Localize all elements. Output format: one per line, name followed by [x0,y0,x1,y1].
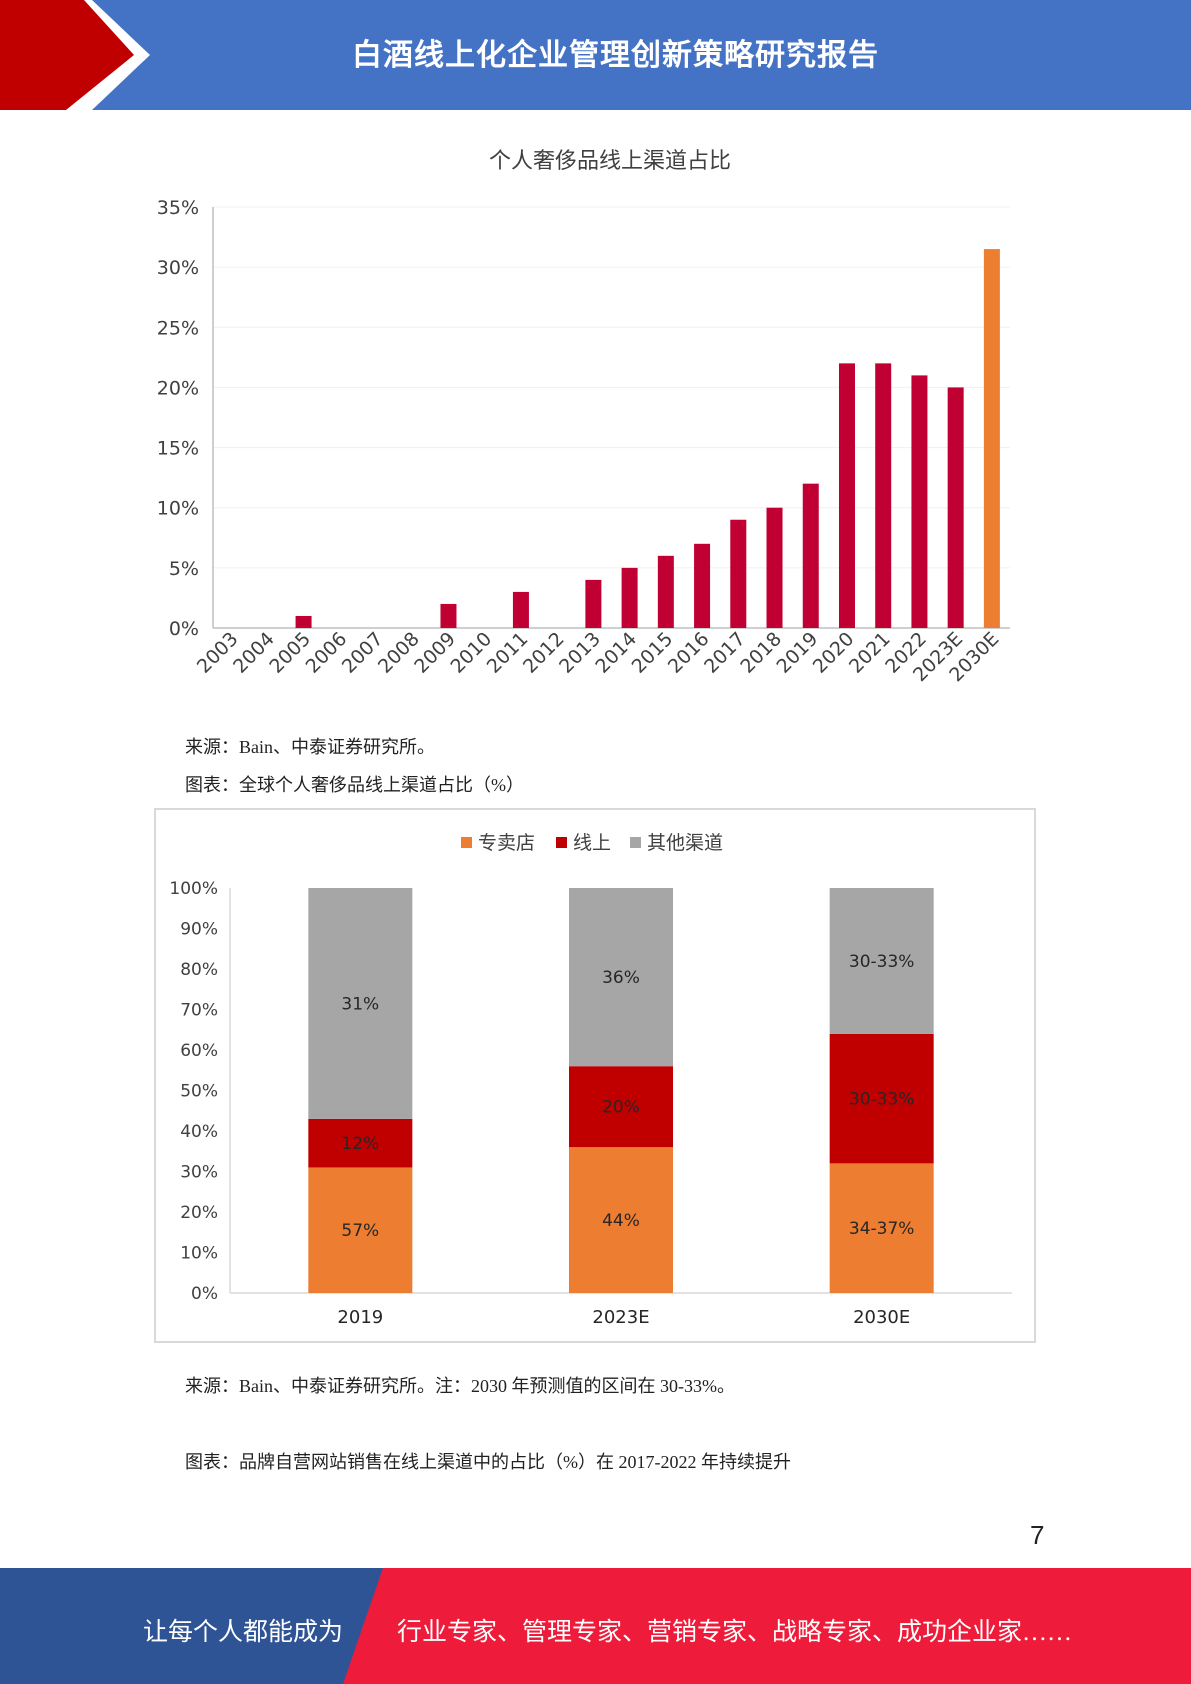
x-tick-label: 2017 [700,628,750,678]
x-tick-label: 2004 [229,628,279,678]
y-tick-label: 100% [169,879,218,899]
data-label: 12% [341,1134,379,1154]
y-tick-label: 10% [180,1244,218,1264]
data-label: 34-37% [849,1219,915,1239]
bar-2013 [585,579,602,628]
x-tick-label: 2014 [591,628,641,678]
y-tick-label: 50% [180,1082,218,1102]
x-tick-label: 2013 [555,628,605,678]
bar-2018 [766,507,783,628]
x-tick-label: 2006 [302,628,352,678]
x-tick-label: 2019 [773,628,823,678]
data-label: 36% [602,968,640,988]
x-tick-label: 2005 [265,628,315,678]
y-tick-label: 90% [180,920,218,940]
legend-label: 其他渠道 [647,832,723,854]
y-tick-label: 10% [157,498,199,520]
stack-专卖店-2023E [569,1147,673,1293]
bar-2020 [838,363,855,628]
x-tick-label: 2003 [193,628,243,678]
x-tick-label: 2012 [519,628,569,678]
header-arrow-graphic [0,0,150,110]
x-tick-label: 2016 [664,628,714,678]
legend-label: 专卖店 [478,832,535,854]
y-tick-label: 20% [180,1203,218,1223]
legend-swatch-线上 [556,837,567,848]
page-number: 7 [1030,1520,1045,1550]
x-tick-label: 2020 [809,628,859,678]
y-tick-label: 35% [157,197,199,219]
bar-2022 [911,375,928,628]
source-caption-1: 来源：Bain、中泰证券研究所。 [185,737,435,757]
data-label: 20% [602,1098,640,1118]
channel-mix-stacked-chart: 专卖店 线上 其他渠道 0% 10% 20% 30% 40% 50% 60% 70% 80% 90% 10… [169,832,1012,1328]
online-share-bar-chart: 个人奢侈品线上渠道占比0%5%10%15%20%25%30%35%2003200… [157,149,1010,686]
y-tick-label: 70% [180,1001,218,1021]
x-tick-label: 2030E [853,1307,910,1328]
stack-其他渠道-2023E [569,888,673,1067]
data-label: 30-33% [849,1090,915,1110]
y-tick-label: 30% [180,1163,218,1183]
bar-2021 [875,363,892,628]
y-tick-label: 80% [180,960,218,980]
bar-2005 [295,615,312,628]
bar-2023E [947,387,964,628]
y-tick-label: 40% [180,1122,218,1142]
data-label: 31% [341,994,379,1014]
figure-caption-2: 图表：全球个人奢侈品线上渠道占比（%） [185,775,524,795]
y-tick-label: 15% [157,438,199,460]
legend-label: 线上 [573,832,611,854]
x-tick-label: 2021 [845,628,895,678]
bar-2015 [657,555,674,628]
footer-banner [0,1568,1191,1684]
legend-swatch-其他渠道 [630,837,641,848]
stack-线上-2019 [308,1118,413,1168]
figure-caption-4: 图表：品牌自营网站销售在线上渠道中的占比（%）在 2017-2022 年持续提升 [185,1452,791,1472]
stack-其他渠道-2030E [829,888,934,1034]
chart-title: 个人奢侈品线上渠道占比 [489,149,731,174]
stack-专卖店-2019 [308,1167,413,1293]
x-tick-label: 2007 [338,628,388,678]
x-tick-label: 2023E [592,1307,649,1328]
x-tick-label: 2018 [736,628,786,678]
y-tick-label: 30% [157,257,199,279]
bar-2009 [440,603,457,628]
y-tick-label: 5% [169,558,199,580]
footer-slogan: 让每个人都能成为 [143,1619,344,1646]
y-tick-label: 0% [191,1284,218,1304]
y-tick-label: 0% [169,618,199,640]
x-tick-label: 2011 [483,628,533,678]
header-banner: 白酒线上化企业管理创新策略研究报告 [0,0,1191,110]
stack-专卖店-2030E [829,1163,934,1293]
stack-其他渠道-2019 [308,888,413,1119]
y-tick-label: 60% [180,1041,218,1061]
bar-2014 [621,567,638,628]
data-label: 44% [602,1211,640,1231]
x-tick-label: 2010 [446,628,496,678]
x-tick-label: 2015 [628,628,678,678]
legend-swatch-专卖店 [461,837,472,848]
bar-2019 [802,483,819,628]
bar-2017 [730,519,747,628]
report-title: 白酒线上化企业管理创新策略研究报告 [352,38,879,73]
y-tick-label: 20% [157,377,199,399]
x-tick-label: 2019 [337,1307,383,1328]
footer-roles: 行业专家、管理专家、营销专家、战略专家、成功企业家…… [397,1619,1073,1646]
bar-2011 [512,591,529,628]
source-caption-3: 来源：Bain、中泰证券研究所。注：2030 年预测值的区间在 30-33%。 [185,1376,735,1396]
bar-2016 [694,543,711,628]
bar-2030E [983,249,1000,628]
x-tick-label: 2009 [410,628,460,678]
x-tick-label: 2008 [374,628,424,678]
y-tick-label: 25% [157,317,199,339]
stack-线上-2030E [829,1033,934,1164]
channel-mix-chart-frame: 专卖店 线上 其他渠道 0% 10% 20% 30% 40% 50% 60% 70% 80% 90% 10… [154,808,1036,1343]
data-label: 57% [341,1221,379,1241]
stack-线上-2023E [569,1066,673,1148]
data-label: 30-33% [849,952,915,972]
